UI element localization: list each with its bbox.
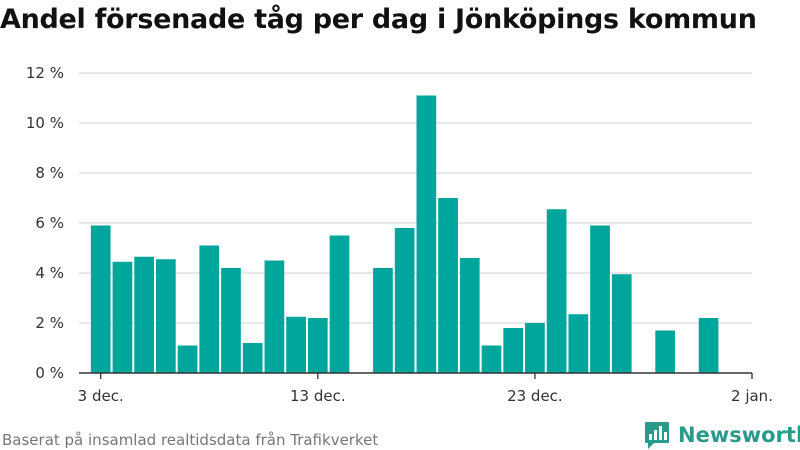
y-tick-label: 6 % (35, 214, 64, 232)
source-note: Baserat på insamlad realtidsdata från Tr… (2, 431, 379, 449)
bar (546, 209, 567, 373)
brand-name: Newsworthy (678, 423, 800, 447)
x-tick-label: 13 dec. (290, 387, 346, 405)
chart-title: Andel försenade tåg per dag i Jönköpings… (0, 4, 757, 35)
bar (307, 318, 328, 373)
y-tick-label: 10 % (26, 114, 64, 132)
bar (221, 268, 241, 373)
x-axis: 3 dec. 13 dec. 23 dec. 2 jan. (78, 372, 773, 405)
bar (286, 316, 306, 373)
bar (525, 323, 545, 373)
bar (264, 260, 285, 373)
newsworthy-bar-icon (645, 422, 669, 449)
bar (199, 245, 220, 373)
x-tick-label: 3 dec. (78, 387, 124, 405)
bar (590, 225, 610, 373)
bar (503, 328, 524, 373)
bar (134, 256, 154, 373)
bar (373, 268, 393, 373)
y-tick-label: 0 % (35, 364, 64, 382)
bar (481, 345, 502, 373)
y-tick-label: 12 % (26, 64, 64, 82)
bar (459, 258, 480, 373)
bar (438, 198, 458, 373)
y-axis: 0 % 2 % 4 % 6 % 8 % 10 % 12 % (26, 64, 64, 382)
bar (90, 225, 111, 373)
y-tick-label: 4 % (35, 264, 64, 282)
bars (90, 95, 719, 373)
bar (394, 228, 415, 373)
bar (242, 343, 263, 373)
y-tick-label: 8 % (35, 164, 64, 182)
x-tick-label: 23 dec. (507, 387, 563, 405)
bar (611, 274, 632, 373)
bar (698, 318, 719, 373)
bar (655, 330, 676, 373)
bar (155, 259, 176, 373)
bar (329, 235, 350, 373)
bar-chart: 0 % 2 % 4 % 6 % 8 % 10 % 12 % 3 dec. 13 dec. 23 … (26, 64, 773, 405)
bar (112, 261, 133, 373)
bar (416, 95, 437, 373)
y-tick-label: 2 % (35, 314, 64, 332)
gridlines (79, 72, 752, 324)
x-tick-label: 2 jan. (731, 387, 773, 405)
brand-logo: Newsworthy (644, 420, 800, 450)
bar (177, 345, 198, 373)
bar (568, 314, 589, 373)
